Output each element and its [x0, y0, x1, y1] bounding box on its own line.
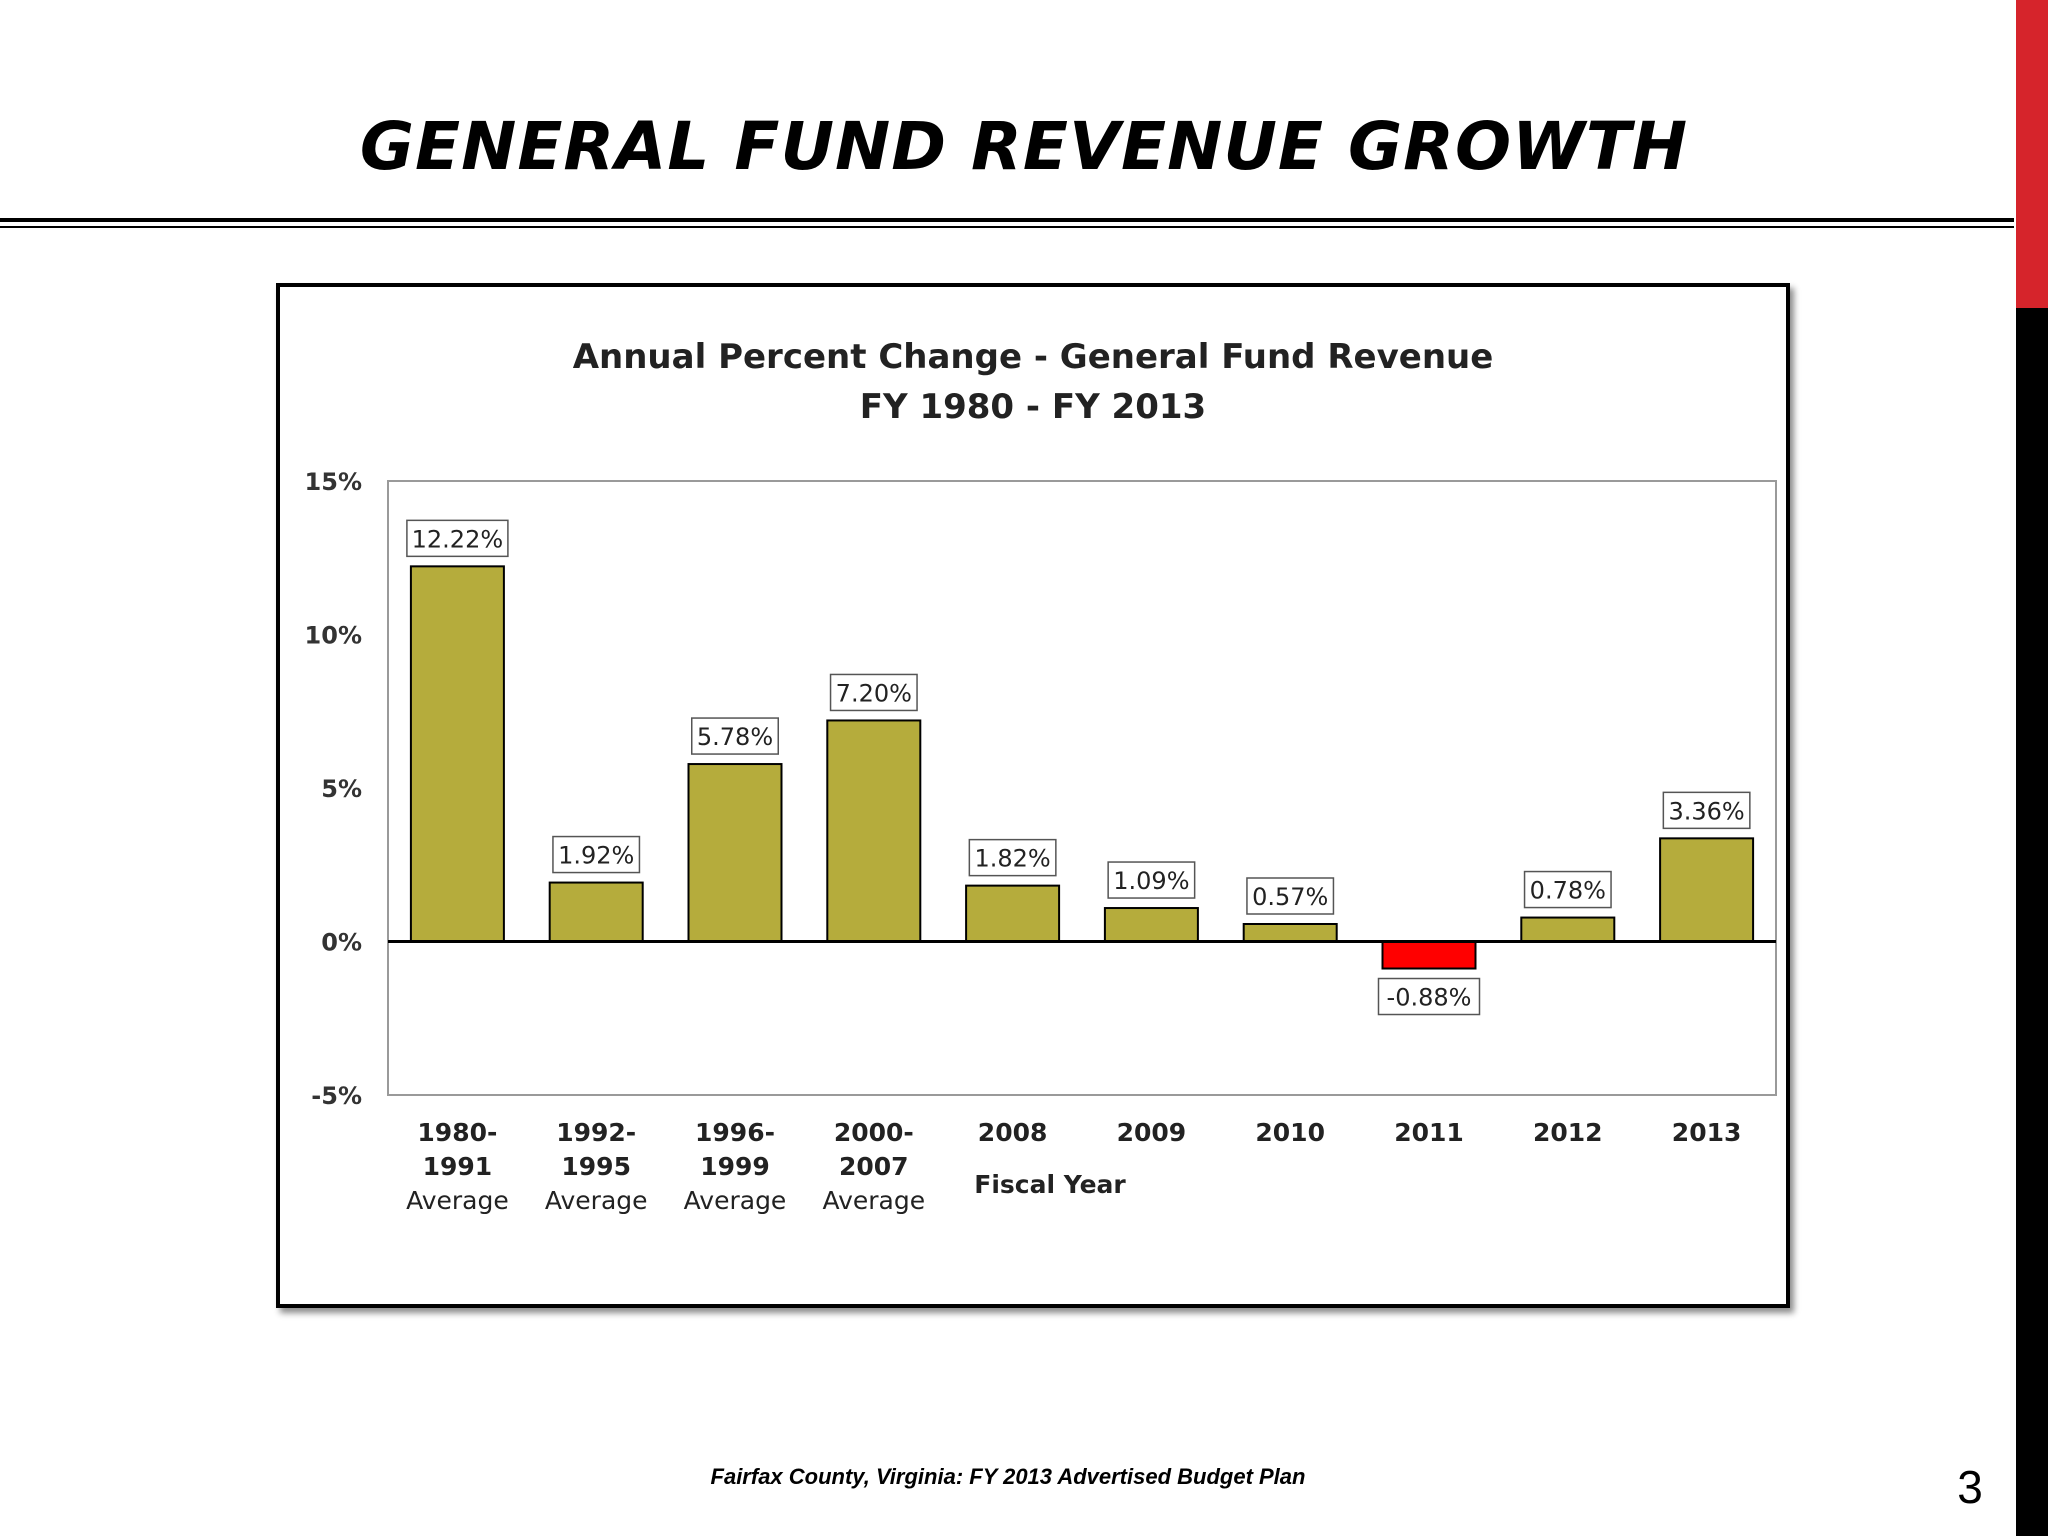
x-tick-label-line: 1996- [695, 1118, 775, 1147]
y-tick-label: 10% [305, 622, 362, 650]
page-number: 3 [1957, 1461, 1983, 1513]
bar [687, 763, 783, 943]
side-accent-black [2016, 308, 2048, 1536]
y-tick-label: 15% [305, 468, 362, 496]
chart-subtitle: FY 1980 - FY 2013 [860, 387, 1206, 427]
bar [1381, 940, 1477, 970]
data-label-box [829, 673, 918, 712]
data-label: 0.78% [1530, 877, 1606, 905]
side-accent-red [2016, 0, 2048, 308]
data-labels: 12.22% 1.92% 5.78% 7.20% 1.82% 1.09% 0.57% -0.8… [406, 519, 1751, 1016]
data-label-box [1523, 870, 1612, 909]
x-tick-label-line: 2000- [834, 1118, 914, 1147]
x-tick-label-line: 1980- [417, 1118, 497, 1147]
bar [826, 719, 922, 943]
data-label-box [552, 835, 641, 874]
bar [1103, 907, 1199, 943]
x-tick-label: 2011 [1394, 1118, 1464, 1147]
x-tick-label-line: 1995 [561, 1152, 631, 1181]
x-tick-label-line: 2009 [1117, 1118, 1187, 1147]
x-tick-label-line: 1999 [700, 1152, 770, 1181]
bar [1242, 923, 1338, 943]
bars [409, 565, 1755, 970]
data-label: -0.88% [1387, 984, 1472, 1012]
bar [548, 881, 644, 943]
y-axis: 15% 10% 5% 0% -5% [305, 468, 362, 1110]
x-tick-label: 2008 [978, 1118, 1048, 1147]
x-tick-label-line: 2012 [1533, 1118, 1603, 1147]
bar [1520, 916, 1616, 943]
data-label: 7.20% [836, 679, 912, 707]
data-label: 5.78% [697, 723, 773, 751]
data-label-box [1377, 977, 1481, 1016]
data-label: 3.36% [1668, 797, 1744, 825]
footer-text: Fairfax County, Virginia: FY 2013 Advert… [710, 1464, 1306, 1489]
x-tick-label: 2010 [1255, 1118, 1325, 1147]
x-tick-label-line: 2011 [1394, 1118, 1464, 1147]
x-tick-label-line: Average [406, 1186, 509, 1215]
x-tick-label: 2000- 2007 Average [822, 1118, 925, 1215]
bar [409, 565, 505, 943]
x-tick-label-line: 2013 [1672, 1118, 1742, 1147]
x-tick-label: 2009 [1117, 1118, 1187, 1147]
x-tick-label: 2013 [1672, 1118, 1742, 1147]
x-axis-label: Fiscal Year [974, 1170, 1126, 1199]
data-label-box [1107, 861, 1196, 899]
data-label-box [1246, 877, 1335, 915]
data-label: 1.09% [1113, 867, 1189, 895]
x-tick-label: 1980- 1991 Average [406, 1118, 509, 1215]
bar [965, 884, 1061, 943]
data-label-box [968, 838, 1057, 877]
y-tick-label: 0% [321, 929, 362, 957]
y-tick-label: 5% [321, 775, 362, 803]
x-tick-label-line: 2007 [839, 1152, 909, 1181]
x-tick-label-line: Average [545, 1186, 648, 1215]
bar [1659, 837, 1755, 943]
revenue-growth-chart: Annual Percent Change - General Fund Rev… [305, 337, 1777, 1215]
x-tick-label-line: 2010 [1255, 1118, 1325, 1147]
data-label: 1.92% [558, 842, 634, 870]
data-label-box [1662, 791, 1751, 830]
x-tick-label: 1996- 1999 Average [684, 1118, 787, 1215]
x-tick-label-line: 1991 [423, 1152, 493, 1181]
data-label: 0.57% [1252, 883, 1328, 911]
x-tick-label: 1992- 1995 Average [545, 1118, 648, 1215]
chart-title: Annual Percent Change - General Fund Rev… [573, 337, 1494, 377]
x-tick-label-line: 2008 [978, 1118, 1048, 1147]
slide-title: GENERAL FUND REVENUE GROWTH [359, 108, 1689, 185]
data-label: 1.82% [974, 845, 1050, 873]
data-label: 12.22% [412, 525, 504, 553]
data-label-box [406, 519, 509, 558]
x-tick-label-line: Average [684, 1186, 787, 1215]
x-tick-label: 2012 [1533, 1118, 1603, 1147]
x-tick-label-line: Average [822, 1186, 925, 1215]
y-tick-label: -5% [311, 1082, 362, 1110]
chart-frame: Annual Percent Change - General Fund Rev… [276, 283, 1790, 1308]
plot-area [387, 480, 1777, 1096]
title-divider-thin [0, 226, 2014, 228]
data-label-box [691, 717, 779, 755]
title-divider-thick [0, 218, 2014, 222]
x-tick-label-line: 1992- [556, 1118, 636, 1147]
